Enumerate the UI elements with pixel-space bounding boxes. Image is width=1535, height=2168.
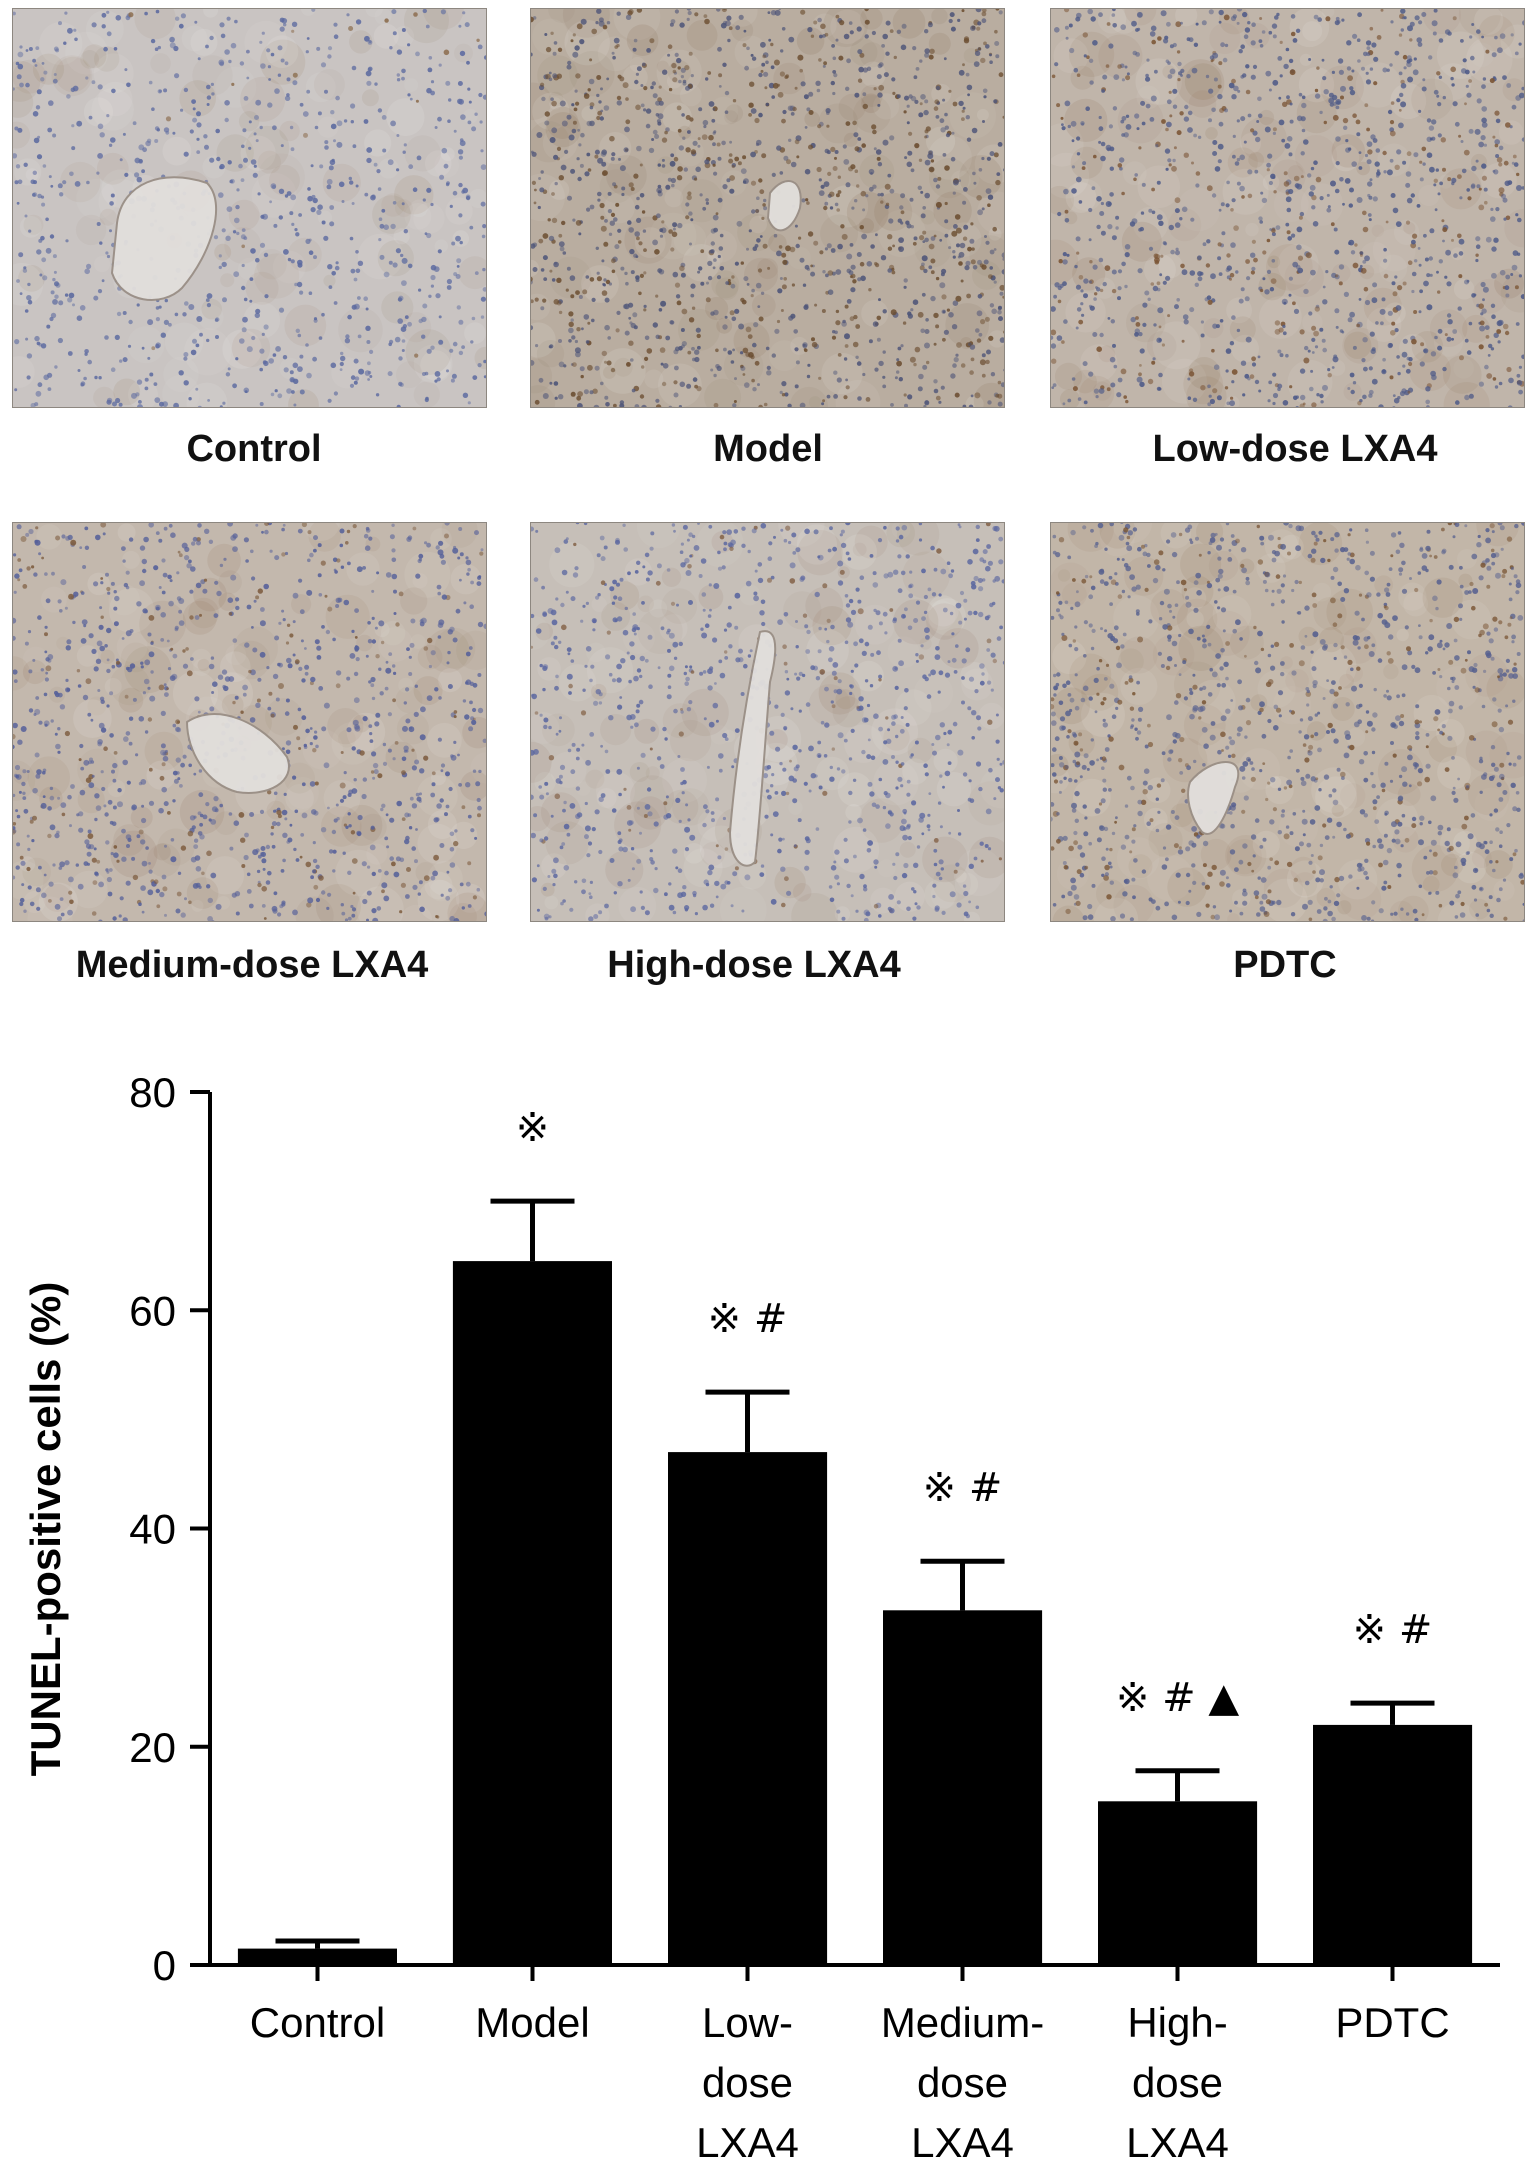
significance-annotation: ※ # — [708, 1296, 788, 1342]
x-tick-label: High-dose LXA4 — [1126, 1999, 1229, 2166]
panel-caption: Model — [713, 428, 823, 470]
panel-caption: PDTC — [1233, 944, 1337, 986]
bar — [237, 1948, 397, 1965]
micrograph-panel-control — [12, 8, 487, 408]
bar — [452, 1261, 612, 1965]
micrograph-image — [530, 8, 1005, 408]
x-tick-label: PDTC — [1335, 1999, 1449, 2046]
bar — [668, 1452, 828, 1965]
micrograph-image — [1050, 8, 1525, 408]
x-tick-label: Model — [475, 1999, 589, 2046]
significance-annotation: ※ # ▲ — [1116, 1675, 1239, 1721]
bar — [1098, 1801, 1258, 1965]
significance-annotation: ※ — [516, 1105, 550, 1151]
bar — [883, 1610, 1043, 1965]
x-tick-label: Control — [250, 1999, 385, 2046]
significance-annotation: ※ # — [1353, 1607, 1433, 1653]
y-axis-title: TUNEL-positive cells (%) — [22, 1282, 69, 1777]
y-tick-label: 40 — [129, 1506, 176, 1553]
micrograph-image — [530, 522, 1005, 922]
micrograph-image — [12, 8, 487, 408]
tunel-bar-chart: Control ※ Model ※ # Low-dose LXA4 ※ # Medium-do… — [22, 1069, 1500, 2166]
micrograph-image — [12, 522, 487, 922]
y-tick-label: 20 — [129, 1724, 176, 1771]
x-tick-label: Low-dose LXA4 — [696, 1999, 799, 2166]
micrograph-panel-pdtc — [1050, 522, 1525, 922]
significance-annotation: ※ # — [923, 1465, 1003, 1511]
y-tick-label: 0 — [153, 1942, 176, 1989]
panel-caption: Medium-dose LXA4 — [75, 944, 429, 986]
micrograph-panel-medium-dose — [12, 522, 487, 922]
y-tick-label: 60 — [129, 1287, 176, 1334]
micrograph-panel-high-dose — [530, 522, 1005, 922]
bar — [1313, 1724, 1473, 1965]
y-tick-label: 80 — [129, 1069, 176, 1116]
micrograph-image — [1050, 522, 1525, 922]
micrograph-panel-model — [530, 8, 1005, 408]
panel-caption: Control — [186, 428, 322, 470]
panel-caption: Low-dose LXA4 — [1152, 428, 1438, 470]
micrograph-panel-low-dose — [1050, 8, 1525, 408]
x-tick-label: Medium-dose LXA4 — [881, 1999, 1044, 2166]
panel-caption: High-dose LXA4 — [607, 944, 901, 986]
